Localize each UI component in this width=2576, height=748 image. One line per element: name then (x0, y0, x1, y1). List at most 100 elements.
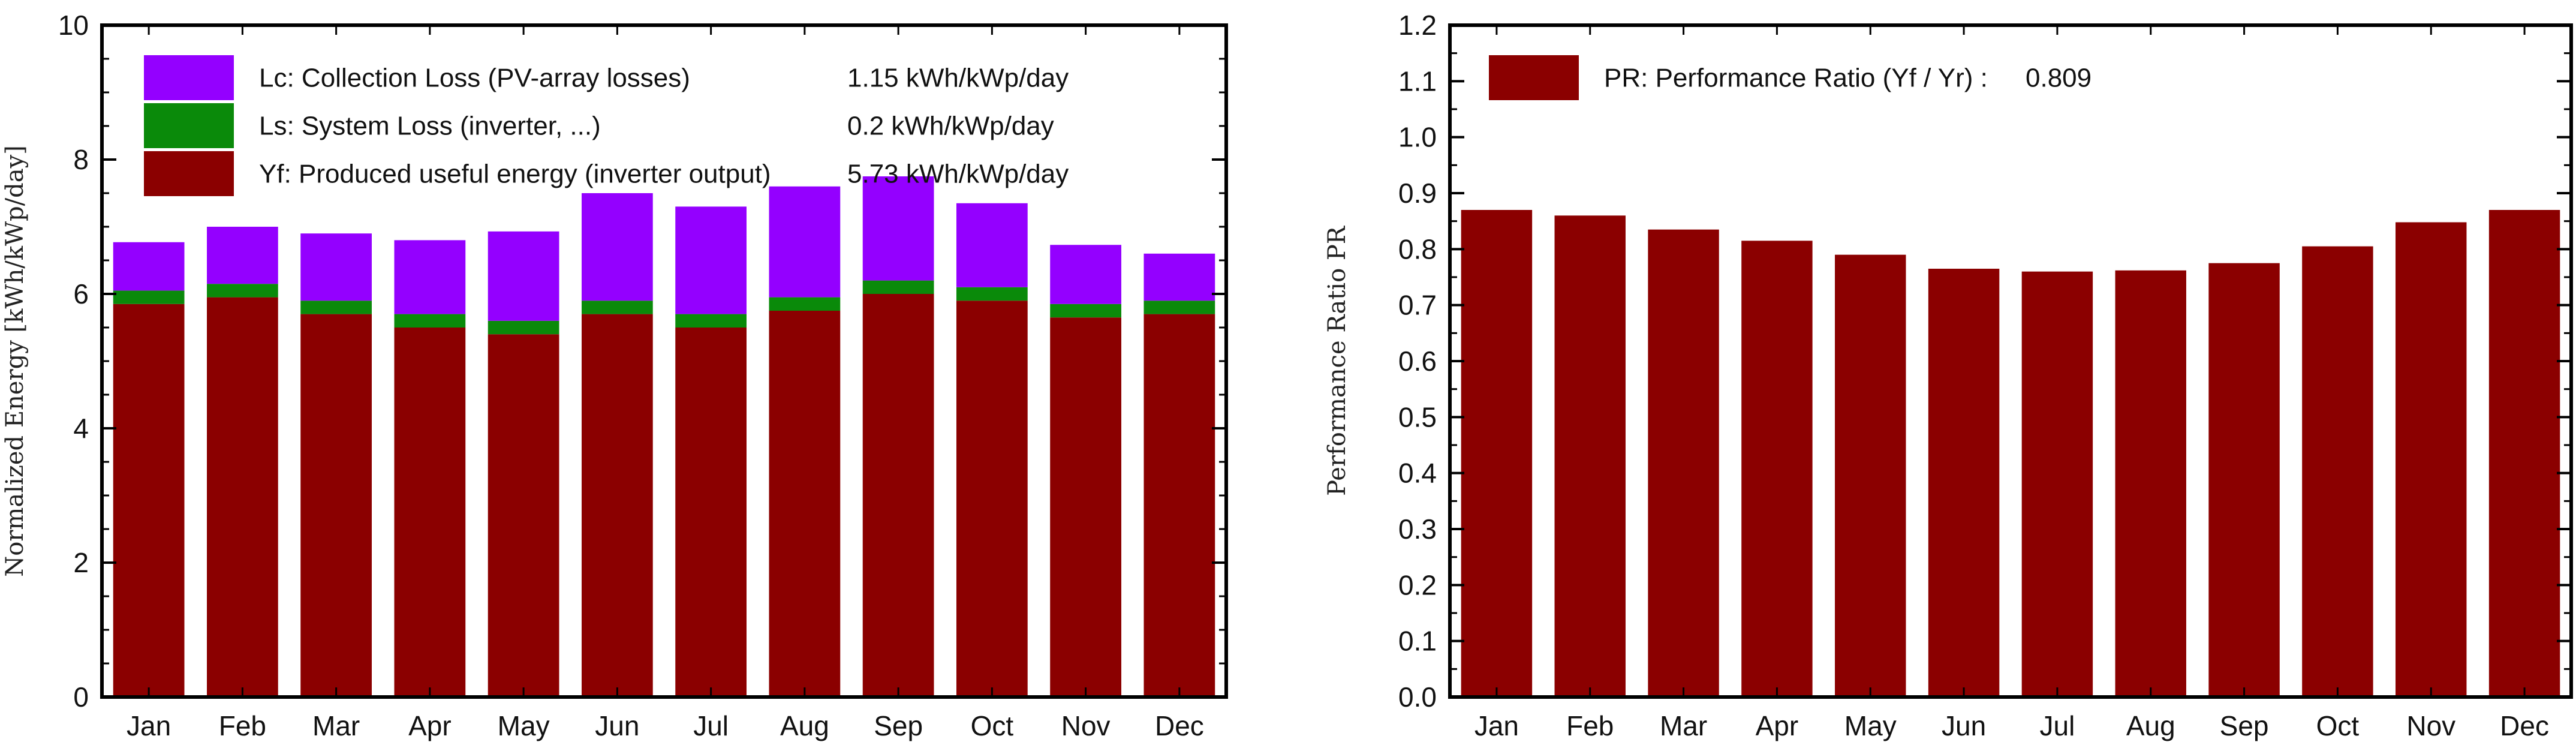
x-tick-label-aug: Aug (2126, 710, 2175, 741)
x-tick-label-mar: Mar (312, 710, 360, 741)
y-tick-label: 0.3 (1398, 513, 1437, 545)
y-tick-label: 0.0 (1398, 681, 1437, 713)
bar-mar-series-0 (300, 314, 372, 697)
legend-swatch-0 (1489, 55, 1579, 100)
bar-may-series-2 (487, 231, 559, 321)
normalized-energy-chart: 0 2 4 6 8 10 Jan Feb Mar Apr May Jun Jul Aug Sep Oct Nov… (1, 10, 1228, 741)
bar-nov-series-0 (2396, 222, 2467, 697)
bar-jun-series-2 (582, 193, 653, 301)
bar-jul-series-0 (675, 328, 747, 697)
y-tick-label: 0.2 (1398, 569, 1437, 600)
x-tick-label-may: May (498, 710, 550, 741)
bar-jan-series-0 (1461, 210, 1533, 697)
x-tick-label-jul: Jul (2040, 710, 2075, 741)
y-tick-label: 0.1 (1398, 626, 1437, 657)
bar-jun-series-0 (1928, 269, 2000, 697)
x-tick-label-sep: Sep (2220, 710, 2269, 741)
x-tick-label-aug: Aug (780, 710, 829, 741)
bar-dec-series-1 (1143, 301, 1215, 314)
bar-dec-series-0 (2488, 210, 2560, 697)
bar-nov-series-2 (1050, 245, 1121, 304)
y-tick-label: 4 (73, 413, 89, 444)
legend-swatch-0 (144, 151, 234, 196)
bar-jul-series-0 (2021, 271, 2093, 698)
bar-dec-series-0 (1143, 314, 1215, 697)
bar-aug-series-0 (2115, 270, 2186, 697)
y-tick-label: 0.8 (1398, 233, 1437, 265)
x-tick-label-nov: Nov (2406, 710, 2455, 741)
x-tick-label-nov: Nov (1061, 710, 1111, 741)
y-tick-label: 2 (73, 547, 89, 578)
bar-apr-series-0 (1741, 241, 1813, 697)
y-tick-label: 0.7 (1398, 290, 1437, 321)
bar-may-series-0 (1835, 254, 1906, 698)
x-tick-label-dec: Dec (1155, 710, 1204, 741)
y-axis-title: Normalized Energy [kWh/kWp/day] (1, 145, 29, 577)
bar-jun-series-0 (582, 314, 653, 697)
bar-feb-series-1 (207, 284, 278, 298)
y-tick-label: 0.6 (1398, 346, 1437, 377)
bar-apr-series-2 (394, 240, 466, 314)
bar-oct-series-2 (956, 203, 1028, 287)
x-tick-label-apr: Apr (1756, 710, 1799, 741)
bar-mar-series-1 (300, 301, 372, 314)
bar-jan-series-2 (113, 242, 185, 291)
legend-label-2: Lc: Collection Loss (PV-array losses) (259, 64, 690, 93)
bar-nov-series-0 (1050, 317, 1121, 697)
legend-value-2: 1.15 kWh/kWp/day (847, 64, 1069, 93)
x-tick-label-jul: Jul (693, 710, 729, 741)
legend-label-1: Ls: System Loss (inverter, ...) (259, 112, 601, 141)
y-tick-label: 0 (73, 681, 89, 713)
bar-oct-series-0 (2302, 246, 2373, 698)
bar-sep-series-0 (862, 294, 934, 697)
bar-jan-series-1 (113, 290, 185, 304)
bar-aug-series-1 (769, 297, 841, 311)
bar-aug-series-2 (769, 186, 841, 298)
legend-label-0: PR: Performance Ratio (Yf / Yr) : (1604, 64, 1988, 93)
bar-aug-series-0 (769, 311, 841, 697)
y-tick-label: 1.0 (1398, 122, 1437, 153)
legend-value-1: 0.2 kWh/kWp/day (847, 112, 1054, 141)
y-tick-label: 1.2 (1398, 10, 1437, 41)
x-tick-label-oct: Oct (2316, 710, 2360, 741)
y-tick-label: 0.4 (1398, 458, 1437, 489)
bar-apr-series-0 (394, 328, 466, 697)
y-tick-label: 10 (58, 10, 89, 41)
x-tick-label-may: May (1844, 710, 1897, 741)
bar-may-series-1 (487, 320, 559, 335)
bar-sep-series-1 (862, 280, 934, 294)
bar-jan-series-0 (113, 304, 185, 697)
y-tick-label: 8 (73, 144, 89, 175)
x-tick-label-feb: Feb (219, 710, 266, 741)
x-tick-label-jan: Jan (127, 710, 171, 741)
x-tick-label-oct: Oct (971, 710, 1014, 741)
bar-nov-series-1 (1050, 304, 1121, 318)
x-tick-label-dec: Dec (2500, 710, 2549, 741)
bar-sep-series-0 (2208, 263, 2280, 698)
legend-swatch-1 (144, 103, 234, 148)
x-tick-label-sep: Sep (874, 710, 923, 741)
bar-mar-series-0 (1648, 229, 1719, 698)
bar-dec-series-2 (1143, 253, 1215, 301)
x-tick-label-mar: Mar (1660, 710, 1707, 741)
bar-oct-series-0 (956, 301, 1028, 697)
x-tick-label-apr: Apr (408, 710, 452, 741)
bar-feb-series-0 (207, 297, 278, 698)
legend-value-0: 5.73 kWh/kWp/day (847, 160, 1069, 189)
y-axis-title: Performance Ratio PR (1323, 225, 1351, 496)
bar-may-series-0 (487, 334, 559, 697)
x-tick-label-jun: Jun (1942, 710, 1986, 741)
x-tick-label-feb: Feb (1566, 710, 1614, 741)
legend-swatch-2 (144, 55, 234, 100)
legend-label-0: Yf: Produced useful energy (inverter out… (259, 160, 771, 189)
y-tick-label: 1.1 (1398, 65, 1437, 97)
performance-ratio-chart: 0.0 0.1 0.2 0.3 0.4 0.5 0.6 0.7 0.8 0.9 1.0 1.1 1.2 J… (1323, 10, 2573, 741)
bar-feb-series-2 (207, 227, 278, 284)
bar-jul-series-1 (675, 314, 747, 328)
legend-value-0: 0.809 (2026, 64, 2092, 93)
y-tick-label: 6 (73, 278, 89, 310)
bar-sep-series-2 (862, 176, 934, 281)
bar-oct-series-1 (956, 287, 1028, 301)
bar-jun-series-1 (582, 301, 653, 314)
